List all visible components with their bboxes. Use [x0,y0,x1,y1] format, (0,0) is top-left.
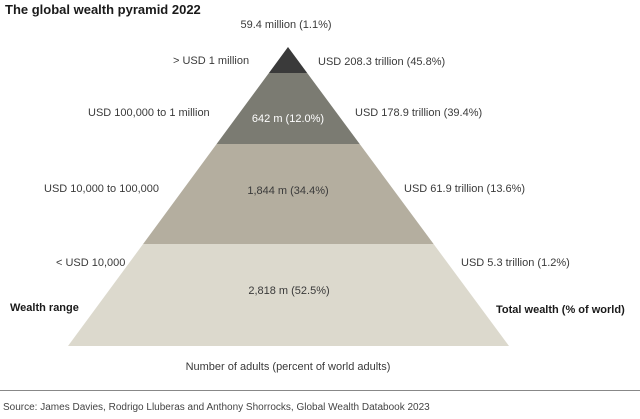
divider-rule [0,390,640,391]
wealth-label-upper-middle: USD 178.9 trillion (39.4%) [355,107,483,119]
range-label-top: > USD 1 million [173,55,250,67]
adults-label-top: 59.4 million (1.1%) [240,19,332,31]
range-label-upper-middle: USD 100,000 to 1 million [88,107,210,119]
pyramid-tier-base [68,244,509,346]
range-label-middle: USD 10,000 to 100,000 [44,183,159,195]
range-label-base: < USD 10,000 [56,257,126,269]
wealth-label-base: USD 5.3 trillion (1.2%) [461,257,570,269]
right-axis-title: Total wealth (% of world) [496,304,625,316]
adults-label-middle: 1,844 m (34.4%) [247,185,329,197]
adults-label-base: 2,818 m (52.5%) [248,285,330,297]
wealth-label-top: USD 208.3 trillion (45.8%) [318,56,446,68]
adults-label-upper-middle: 642 m (12.0%) [251,113,325,125]
source-note: Source: James Davies, Rodrigo Lluberas a… [3,402,430,413]
pyramid-tier-middle [143,144,434,244]
pyramid-tier-top [268,47,308,73]
chart-title: The global wealth pyramid 2022 [5,2,201,17]
bottom-axis-label: Number of adults (percent of world adult… [185,361,391,373]
left-axis-title: Wealth range [10,302,79,314]
wealth-label-middle: USD 61.9 trillion (13.6%) [404,183,526,195]
pyramid-tier-upper-middle [216,73,360,144]
